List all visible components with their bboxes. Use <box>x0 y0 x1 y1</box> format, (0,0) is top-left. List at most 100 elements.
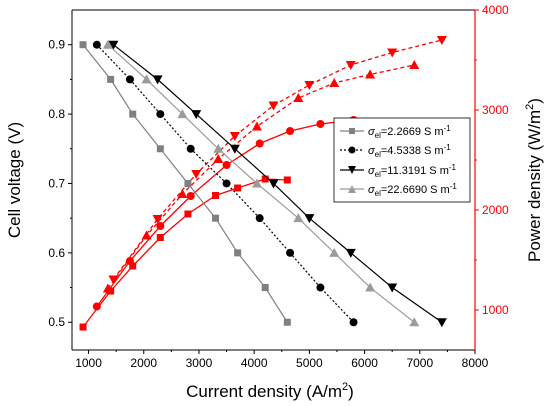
power-point <box>283 176 291 184</box>
voltage-point <box>229 144 240 154</box>
x-tick-label: 4000 <box>241 356 268 370</box>
axes-layer: 1000 2000 3000 4000 5000 6000 7000 8000 0.5 0.6 0.… <box>48 3 509 370</box>
power-point <box>409 60 420 69</box>
power-point <box>255 139 264 148</box>
voltage-point <box>387 283 398 293</box>
legend-item-4: σel=22.6690 S m-1 <box>340 182 457 198</box>
power-point <box>286 127 295 135</box>
power-point <box>387 48 398 58</box>
y-right-axis-title: Power density (W/m2) <box>524 98 544 262</box>
power-point <box>304 81 315 90</box>
legend-item-1: σel=2.2669 S m-1 <box>340 124 451 140</box>
voltage-point <box>304 214 315 224</box>
voltage-point <box>222 179 231 188</box>
power-point <box>251 121 262 131</box>
y-right-tick-label: 1000 <box>482 303 509 317</box>
voltage-point <box>177 109 188 119</box>
legend-marker-4 <box>348 185 356 193</box>
legend-label-2: σel=4.5338 S m-1 <box>368 143 451 159</box>
y-right-tick-label: 2000 <box>482 203 509 217</box>
x-tick-label: 7000 <box>406 356 433 370</box>
legend-label-3: σel=11.3191 S m-1 <box>368 163 457 179</box>
voltage-point <box>255 214 264 223</box>
power-point <box>212 192 220 199</box>
voltage-point <box>156 110 165 119</box>
voltage-point <box>186 144 195 153</box>
voltage-series-2 <box>92 40 358 327</box>
power-point <box>184 210 192 218</box>
y-left-tick-label: 0.9 <box>48 38 65 52</box>
x-tick-label: 6000 <box>351 356 378 370</box>
y-right-tick-label: 3000 <box>482 103 509 117</box>
legend-label-4: σel=22.6690 S m-1 <box>368 182 457 198</box>
legend-item-3: σel=11.3191 S m-1 <box>340 163 457 179</box>
x-tick-label: 2000 <box>130 356 157 370</box>
voltage-series-1 <box>79 41 291 326</box>
voltage-point <box>293 213 304 223</box>
power-point <box>222 161 231 169</box>
power-point <box>125 257 134 265</box>
voltage-series-3 <box>108 40 447 328</box>
voltage-point <box>349 318 358 327</box>
power-point <box>152 215 163 224</box>
power-point <box>141 230 152 240</box>
voltage-point <box>129 110 137 118</box>
power-point <box>92 302 101 311</box>
y-left-tick-label: 0.7 <box>48 176 65 190</box>
x-tick-label: 5000 <box>296 356 323 370</box>
x-axis-title: Current density (A/m2) <box>186 381 354 401</box>
x-tick-label: 3000 <box>186 356 213 370</box>
legend-item-2: σel=4.5338 S m-1 <box>340 143 451 159</box>
voltage-point <box>251 178 262 188</box>
voltage-point <box>261 284 269 292</box>
power-series-4 <box>102 60 420 293</box>
voltage-point <box>152 75 163 85</box>
y-left-tick-label: 0.6 <box>48 246 65 260</box>
legend-label-1: σel=2.2669 S m-1 <box>368 124 451 140</box>
voltage-point <box>436 318 447 328</box>
power-point <box>293 93 304 102</box>
voltage-point <box>108 40 119 50</box>
voltage-point <box>79 41 87 49</box>
voltage-point <box>102 39 113 49</box>
x-tick-label: 8000 <box>462 356 489 370</box>
legend: σel=2.2669 S m-1 σel=4.5338 S m-1 σel=11… <box>333 117 471 203</box>
power-point <box>234 184 242 192</box>
voltage-point <box>345 248 356 258</box>
power-point <box>229 132 240 141</box>
power-point <box>436 36 447 45</box>
voltage-point <box>191 110 202 120</box>
power-point <box>316 120 325 128</box>
voltage-point <box>184 179 192 187</box>
voltage-point <box>107 75 115 83</box>
power-point <box>261 175 269 183</box>
power-series-2 <box>92 116 358 311</box>
power-point <box>191 170 202 179</box>
voltage-point <box>283 318 291 326</box>
voltage-point <box>213 143 224 153</box>
voltage-point <box>125 75 134 84</box>
voltage-point <box>286 248 295 257</box>
power-line-3 <box>112 39 443 280</box>
y-left-tick-label: 0.5 <box>48 315 65 329</box>
y-left-tick-label: 0.8 <box>48 107 65 121</box>
series-layer <box>79 36 447 331</box>
x-tick-label: 1000 <box>75 356 102 370</box>
power-point <box>365 69 376 79</box>
legend-marker-3 <box>348 166 356 174</box>
voltage-point <box>156 145 164 153</box>
y-left-axis-title: Cell voltage (V) <box>5 122 24 238</box>
power-point <box>156 234 164 241</box>
power-point <box>156 222 165 230</box>
voltage-point <box>268 179 279 189</box>
power-point <box>268 101 279 111</box>
voltage-series-4 <box>102 39 420 327</box>
voltage-point <box>329 247 340 257</box>
legend-marker-1 <box>349 128 355 134</box>
voltage-point <box>141 74 152 84</box>
power-point <box>186 192 195 200</box>
power-series-3 <box>108 36 447 285</box>
y-right-tick-label: 4000 <box>482 3 509 17</box>
legend-marker-2 <box>348 146 356 154</box>
